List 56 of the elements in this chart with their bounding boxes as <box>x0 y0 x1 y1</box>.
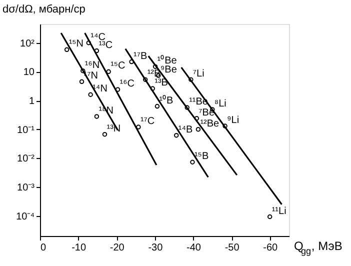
point <box>222 124 228 128</box>
point <box>94 114 100 119</box>
y-tick-label: 10² <box>20 38 36 50</box>
annotation: ⁸Li <box>214 98 226 110</box>
point <box>129 59 134 64</box>
annotation: ¹¹Li <box>272 206 286 217</box>
annotation: ¹¹Be <box>189 96 208 108</box>
point <box>150 86 155 91</box>
point <box>174 132 179 138</box>
x-tick-label: -30 <box>148 242 164 254</box>
annotation: ¹⁴B <box>178 124 193 136</box>
point <box>142 77 148 82</box>
point <box>64 47 70 52</box>
point <box>115 87 120 92</box>
point <box>102 132 108 137</box>
point <box>184 105 190 110</box>
point <box>88 92 93 97</box>
x-tick-label: -40 <box>186 242 202 254</box>
annotation: ¹³C <box>98 40 113 51</box>
x-tick-label: 0 <box>40 242 46 254</box>
annotation: ¹⁰Be <box>157 54 178 67</box>
point <box>188 77 194 82</box>
annotation: ¹⁵N <box>68 38 84 50</box>
point <box>267 214 272 220</box>
annotation: ¹⁶C <box>120 78 134 90</box>
point <box>79 79 84 84</box>
point <box>194 116 200 121</box>
annotation: ⁷Li <box>192 68 204 80</box>
y-tick-label: 10⁻¹ <box>17 124 36 136</box>
y-tick-label: 10⁻² <box>17 154 36 165</box>
x-tick-label: -50 <box>224 242 240 254</box>
x-tick-label: -20 <box>110 242 125 254</box>
annotation: ⁹Li <box>227 115 240 126</box>
point <box>154 104 160 109</box>
y-axis-title: dσ/dΩ, мбарн/ср <box>2 4 86 16</box>
annotation: ¹⁷B <box>134 50 148 62</box>
annotation: ¹²Be <box>200 118 220 130</box>
annotation: ¹⁷C <box>140 116 155 128</box>
x-tick-label: -60 <box>263 242 278 254</box>
point <box>86 40 92 46</box>
x-tick-label: -10 <box>72 242 86 254</box>
annotation: ¹⁵B <box>194 151 209 162</box>
annotation: ¹⁶N <box>84 60 100 71</box>
point <box>196 126 201 132</box>
point <box>152 64 158 69</box>
point <box>136 124 141 130</box>
y-tick-label: 10 <box>23 67 35 78</box>
annotation: ¹⁰B <box>159 94 174 106</box>
point <box>106 69 111 74</box>
point <box>94 48 100 54</box>
y-tick-label: 10⁻⁴ <box>16 211 34 222</box>
annotation: ¹⁵C <box>110 60 126 72</box>
point <box>190 160 195 164</box>
y-tick-label: 10⁻³ <box>17 182 36 194</box>
annotation: ⁹Be <box>160 64 178 76</box>
y-tick-label: 1 <box>28 96 35 108</box>
